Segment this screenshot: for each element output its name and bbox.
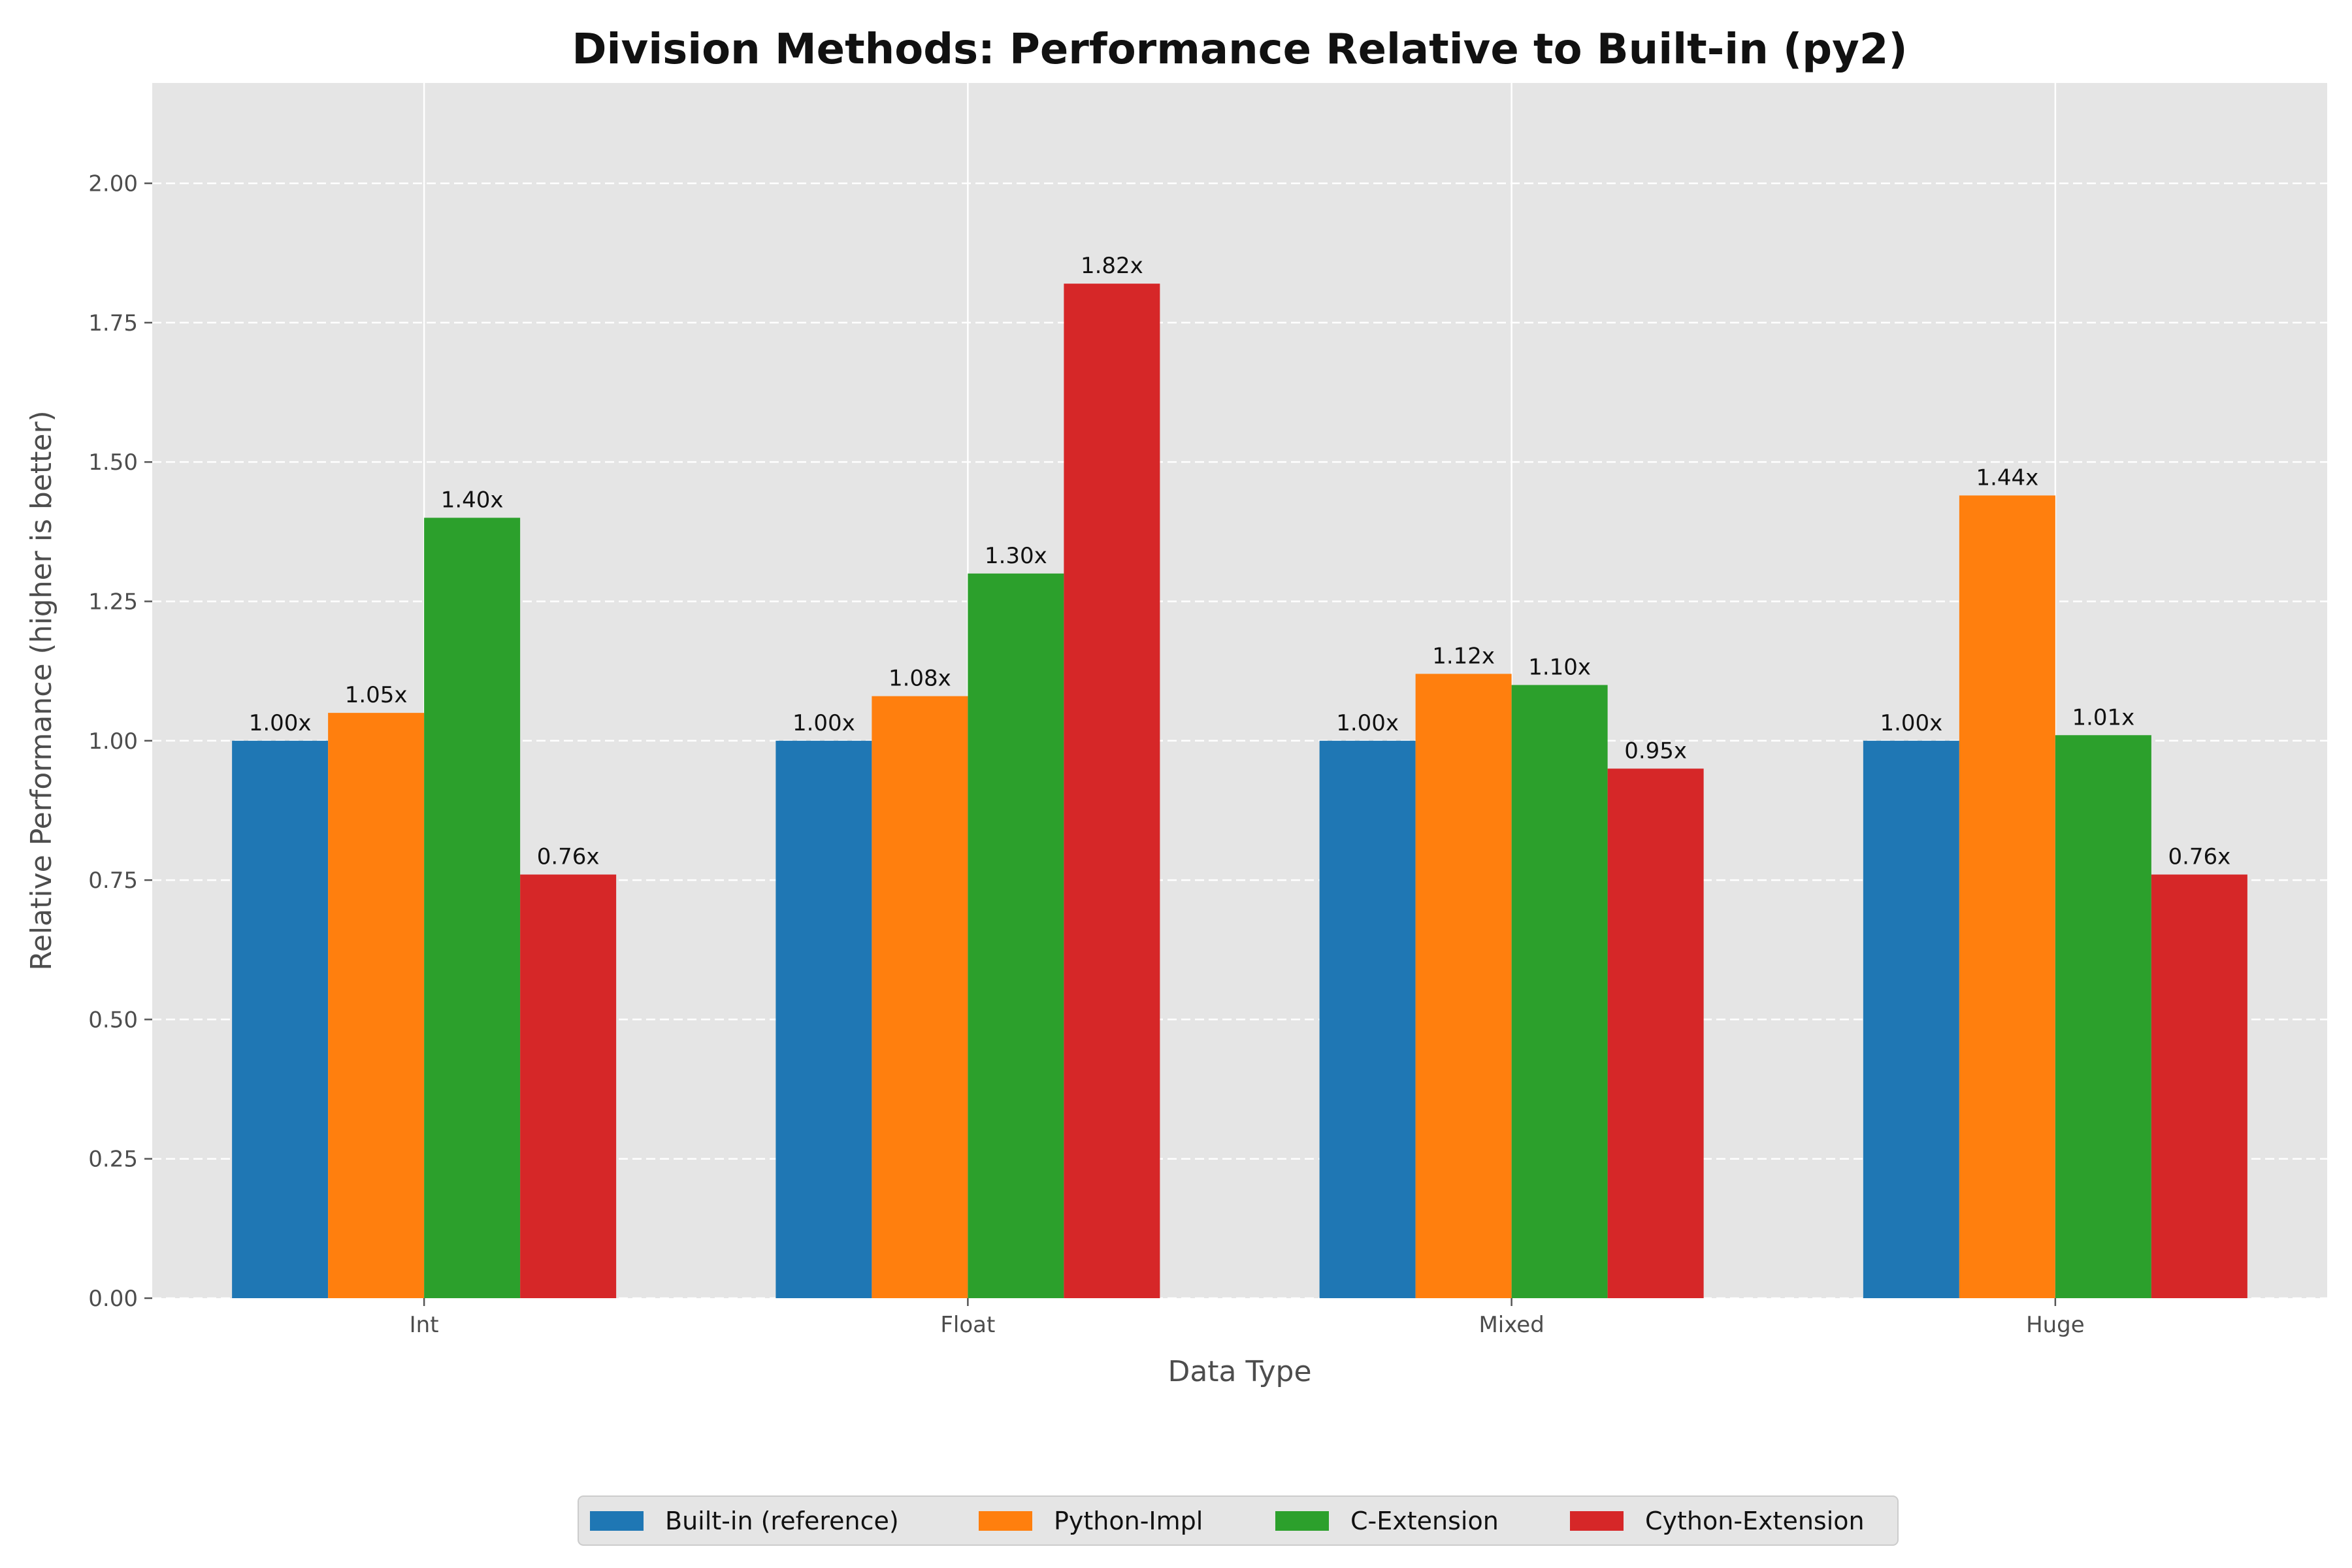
legend-box xyxy=(578,1495,1899,1546)
legend-label: Cython-Extension xyxy=(1645,1507,1865,1535)
legend: Built-in (reference) Python-Impl C-Extensi… xyxy=(578,1495,1899,1546)
y-tick-label: 0.25 xyxy=(88,1147,138,1173)
legend-label: Built-in (reference) xyxy=(665,1507,899,1535)
legend-swatch xyxy=(590,1511,644,1531)
chart-title: Division Methods: Performance Relative t… xyxy=(572,25,1907,74)
x-tick-label: Int xyxy=(410,1312,439,1338)
y-tick-label: 1.50 xyxy=(88,449,138,476)
y-tick-label: 1.75 xyxy=(88,310,138,336)
bar-value-label: 1.44x xyxy=(1976,465,2038,491)
bar xyxy=(1607,768,1704,1298)
x-tick-label: Mixed xyxy=(1478,1312,1544,1338)
bar-value-label: 1.12x xyxy=(1432,643,1495,669)
legend-swatch xyxy=(979,1511,1032,1531)
bar-value-label: 0.76x xyxy=(2168,844,2230,870)
y-tick-label: 0.00 xyxy=(88,1286,138,1312)
y-tick-label: 2.00 xyxy=(88,171,138,197)
bar-value-label: 1.00x xyxy=(249,710,312,736)
bar-value-label: 1.40x xyxy=(441,487,504,514)
legend-label: Python-Impl xyxy=(1054,1507,1203,1535)
y-axis-label: Relative Performance (higher is better) xyxy=(25,410,58,970)
bar-value-label: 1.00x xyxy=(792,710,855,736)
bar xyxy=(520,874,617,1298)
bar xyxy=(2151,874,2247,1298)
bar-value-label: 1.00x xyxy=(1336,710,1399,736)
bar xyxy=(1863,740,1959,1298)
bar xyxy=(1064,284,1160,1298)
x-tick-label: Float xyxy=(940,1312,995,1338)
bar xyxy=(424,517,521,1298)
bar-value-label: 0.76x xyxy=(537,844,600,870)
bar xyxy=(776,740,872,1298)
bar xyxy=(1959,495,2055,1298)
bar xyxy=(1415,674,1512,1298)
bar xyxy=(2055,735,2151,1298)
y-tick-label: 1.00 xyxy=(88,728,138,755)
bar-value-label: 1.08x xyxy=(889,666,951,692)
bar-value-label: 1.00x xyxy=(1880,710,1942,736)
bar xyxy=(968,573,1064,1298)
y-tick-label: 0.75 xyxy=(88,868,138,894)
bar-value-label: 1.82x xyxy=(1081,253,1143,279)
legend-swatch xyxy=(1570,1511,1624,1531)
bar xyxy=(232,740,329,1298)
bar-value-label: 1.10x xyxy=(1528,654,1591,680)
bar-value-label: 1.30x xyxy=(985,543,1047,569)
x-tick-label: Huge xyxy=(2026,1312,2085,1338)
legend-swatch xyxy=(1275,1511,1329,1531)
bar xyxy=(1511,685,1608,1298)
x-axis-label: Data Type xyxy=(1168,1355,1311,1388)
legend-label: C-Extension xyxy=(1350,1507,1499,1535)
bar xyxy=(328,713,425,1298)
y-tick-label: 1.25 xyxy=(88,589,138,615)
y-tick-label: 0.50 xyxy=(88,1007,138,1033)
bar xyxy=(872,696,968,1298)
bar xyxy=(1319,740,1416,1298)
bar-value-label: 0.95x xyxy=(1624,738,1687,764)
bar-value-label: 1.05x xyxy=(345,682,408,708)
bar-value-label: 1.01x xyxy=(2072,704,2134,730)
